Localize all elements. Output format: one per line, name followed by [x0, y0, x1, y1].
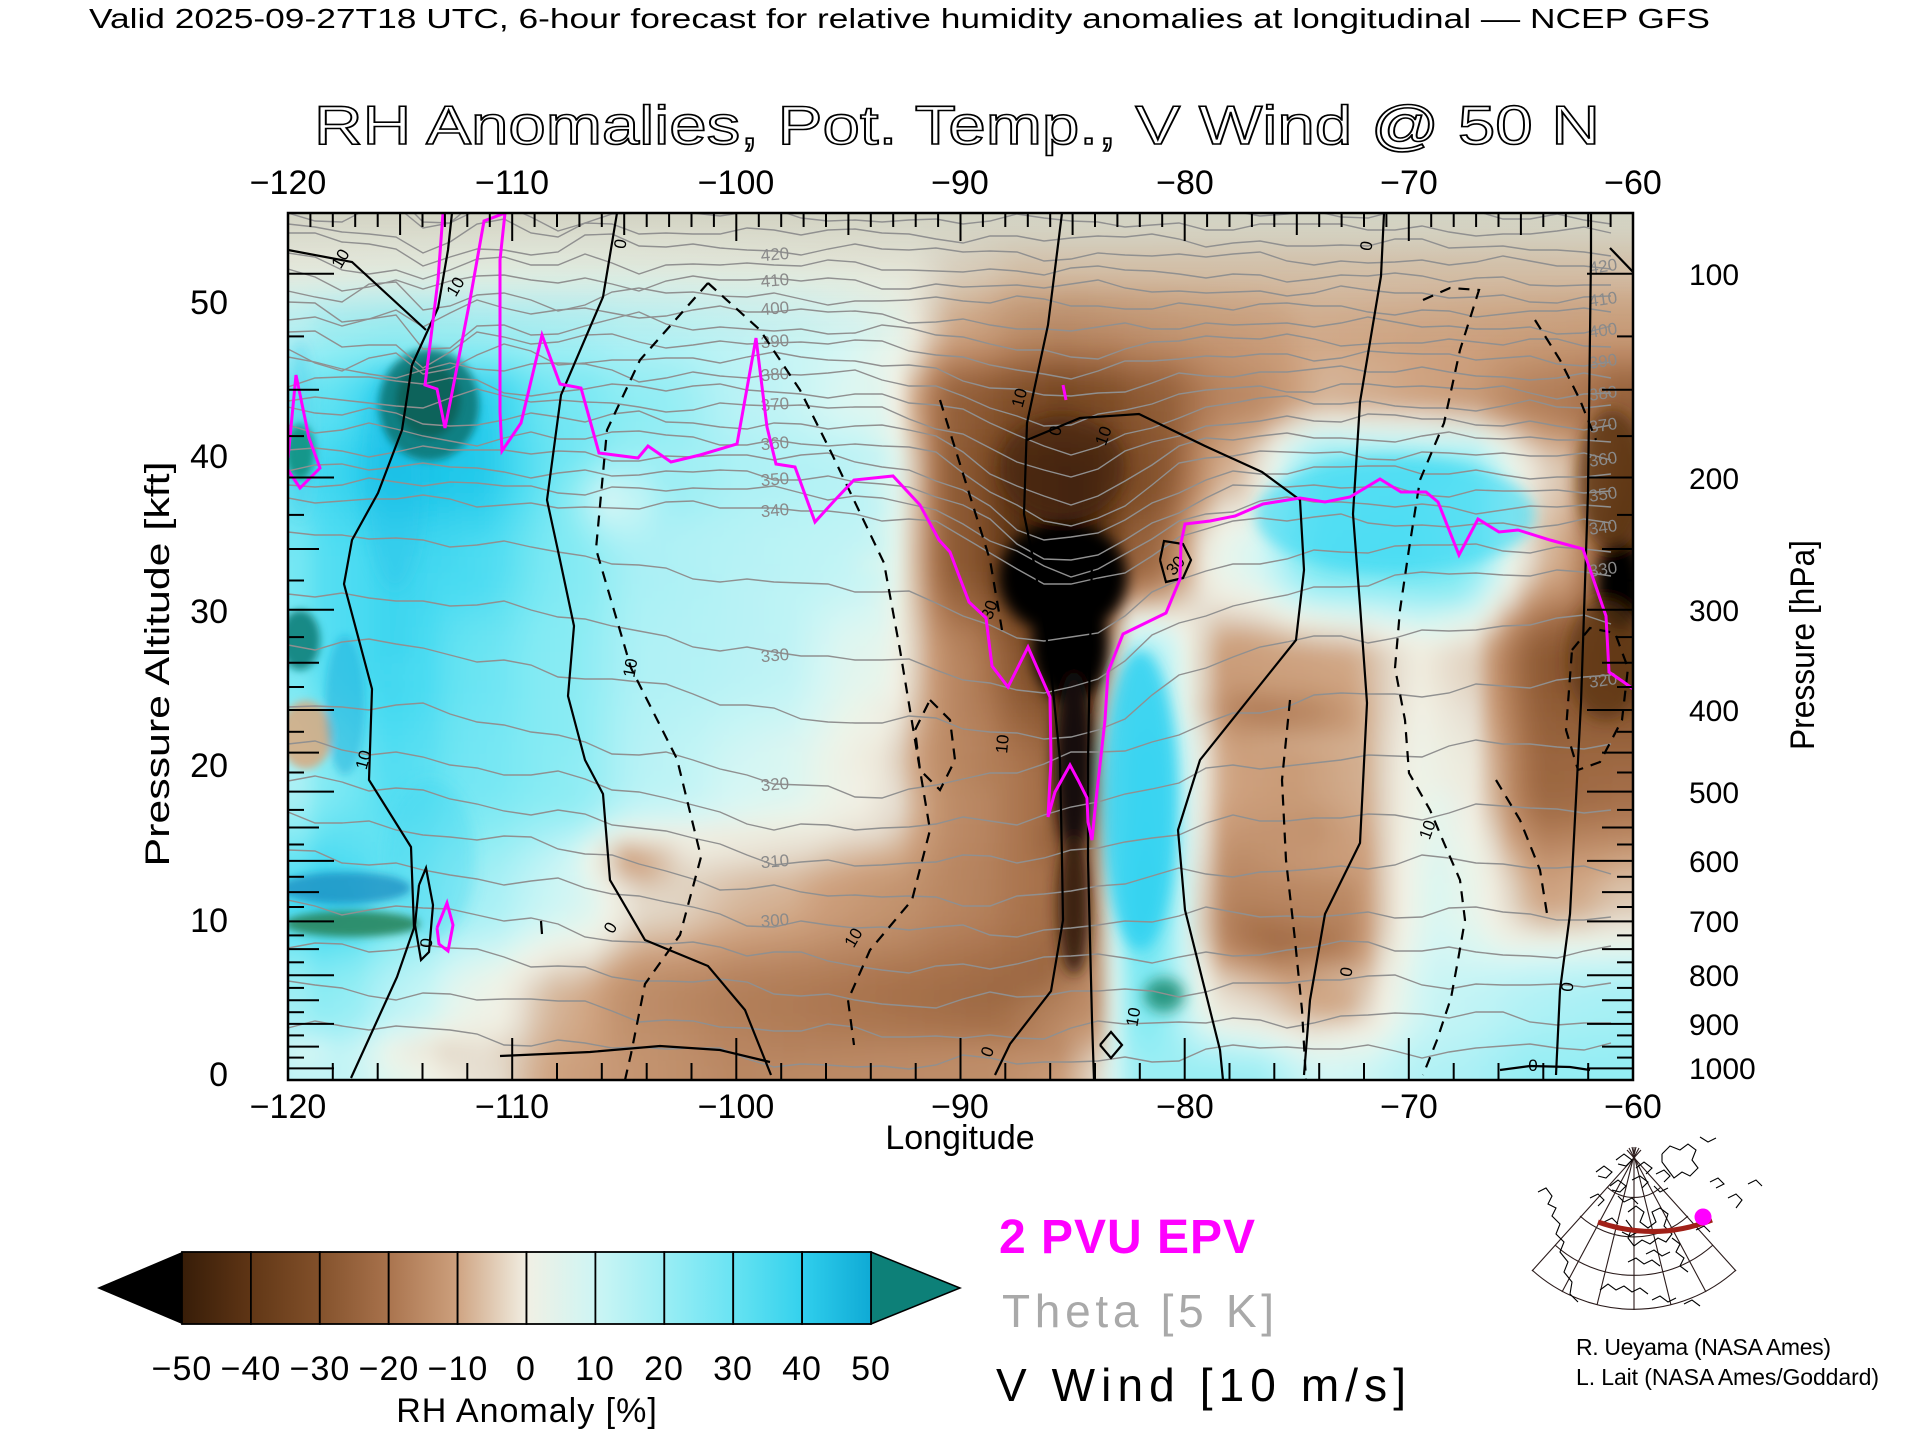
svg-text:340: 340 — [760, 500, 790, 521]
svg-text:0: 0 — [1356, 240, 1376, 253]
svg-text:Theta [5 K]: Theta [5 K] — [1002, 1285, 1274, 1337]
svg-text:0: 0 — [1336, 966, 1356, 979]
svg-text:380: 380 — [760, 364, 790, 385]
svg-text:−60: −60 — [1604, 164, 1662, 202]
svg-text:410: 410 — [760, 270, 790, 291]
svg-text:−110: −110 — [475, 1088, 549, 1126]
svg-text:0: 0 — [209, 1056, 228, 1094]
svg-text:1000: 1000 — [1689, 1053, 1756, 1086]
svg-text:−90: −90 — [931, 164, 989, 202]
svg-text:600: 600 — [1689, 846, 1739, 879]
svg-text:370: 370 — [1588, 414, 1619, 437]
svg-text:360: 360 — [760, 433, 790, 454]
svg-text:320: 320 — [1588, 669, 1619, 692]
svg-text:V Wind [10 m/s]: V Wind [10 m/s] — [996, 1359, 1406, 1411]
svg-text:10: 10 — [992, 734, 1013, 755]
svg-text:Pressure Altitude [kft]: Pressure Altitude [kft] — [139, 462, 177, 867]
svg-text:390: 390 — [1588, 350, 1619, 373]
svg-text:420: 420 — [1588, 255, 1619, 278]
svg-text:40: 40 — [782, 1350, 822, 1388]
svg-text:−90: −90 — [931, 1088, 989, 1126]
svg-text:−60: −60 — [1604, 1088, 1662, 1126]
svg-text:−120: −120 — [250, 1088, 327, 1126]
svg-text:400: 400 — [1689, 695, 1739, 728]
svg-text:20: 20 — [644, 1350, 684, 1388]
svg-text:300: 300 — [1689, 595, 1739, 628]
svg-text:350: 350 — [760, 469, 790, 490]
svg-text:0: 0 — [1558, 981, 1578, 992]
svg-text:360: 360 — [1588, 448, 1619, 471]
svg-text:500: 500 — [1689, 777, 1739, 810]
svg-text:50: 50 — [190, 284, 228, 322]
svg-text:−20: −20 — [359, 1350, 420, 1388]
svg-text:310: 310 — [760, 851, 790, 872]
svg-text:30: 30 — [713, 1350, 753, 1388]
svg-text:0: 0 — [417, 937, 437, 948]
svg-text:400: 400 — [1588, 319, 1619, 342]
svg-text:−110: −110 — [475, 164, 549, 202]
svg-text:380: 380 — [1588, 382, 1619, 405]
svg-text:330: 330 — [1588, 558, 1619, 581]
svg-text:50: 50 — [851, 1350, 891, 1388]
svg-text:370: 370 — [760, 394, 790, 415]
svg-text:320: 320 — [760, 774, 790, 795]
svg-text:330: 330 — [760, 645, 790, 666]
svg-text:Pressure [hPa]: Pressure [hPa] — [1784, 540, 1822, 750]
svg-text:350: 350 — [1588, 483, 1619, 506]
svg-text:10: 10 — [352, 748, 375, 771]
svg-text:−30: −30 — [290, 1350, 351, 1388]
svg-text:400: 400 — [760, 298, 790, 319]
svg-text:0: 0 — [610, 238, 630, 251]
svg-text:−100: −100 — [698, 164, 775, 202]
svg-text:R. Ueyama (NASA Ames): R. Ueyama (NASA Ames) — [1576, 1334, 1831, 1360]
svg-text:200: 200 — [1689, 463, 1739, 496]
svg-text:800: 800 — [1689, 960, 1739, 993]
svg-text:−80: −80 — [1156, 1088, 1214, 1126]
svg-text:RH Anomalies, Pot. Temp., V Wi: RH Anomalies, Pot. Temp., V Wind @ 50 N — [314, 94, 1600, 156]
svg-text:Longitude: Longitude — [885, 1119, 1034, 1157]
svg-text:10: 10 — [190, 902, 228, 940]
svg-text:10: 10 — [1123, 1006, 1145, 1028]
svg-text:10: 10 — [1008, 386, 1031, 409]
svg-text:410: 410 — [1588, 288, 1619, 311]
svg-text:100: 100 — [1689, 259, 1739, 292]
svg-text:2 PVU EPV: 2 PVU EPV — [999, 1211, 1257, 1264]
svg-text:300: 300 — [760, 910, 790, 931]
svg-text:10: 10 — [620, 657, 642, 679]
svg-text:420: 420 — [760, 244, 790, 265]
svg-text:10: 10 — [575, 1350, 615, 1388]
svg-text:−40: −40 — [221, 1350, 282, 1388]
svg-text:30: 30 — [190, 593, 228, 631]
svg-text:−10: −10 — [428, 1350, 489, 1388]
svg-text:340: 340 — [1588, 516, 1619, 539]
svg-text:−70: −70 — [1380, 164, 1438, 202]
svg-text:20: 20 — [190, 747, 228, 785]
svg-text:−100: −100 — [698, 1088, 775, 1126]
svg-text:900: 900 — [1689, 1009, 1739, 1042]
svg-text:40: 40 — [190, 438, 228, 476]
svg-text:700: 700 — [1689, 906, 1739, 939]
svg-text:RH Anomaly [%]: RH Anomaly [%] — [396, 1392, 658, 1430]
svg-text:0: 0 — [1528, 1056, 1537, 1075]
svg-text:0: 0 — [516, 1350, 536, 1388]
svg-text:Valid 2025-09-27T18 UTC, 6-hou: Valid 2025-09-27T18 UTC, 6-hour forecast… — [89, 3, 1710, 34]
svg-text:−80: −80 — [1156, 164, 1214, 202]
svg-text:−70: −70 — [1380, 1088, 1438, 1126]
svg-text:−120: −120 — [250, 164, 327, 202]
svg-text:−50: −50 — [152, 1350, 213, 1388]
svg-text:390: 390 — [760, 331, 790, 352]
svg-text:L. Lait (NASA Ames/Goddard): L. Lait (NASA Ames/Goddard) — [1576, 1364, 1879, 1390]
